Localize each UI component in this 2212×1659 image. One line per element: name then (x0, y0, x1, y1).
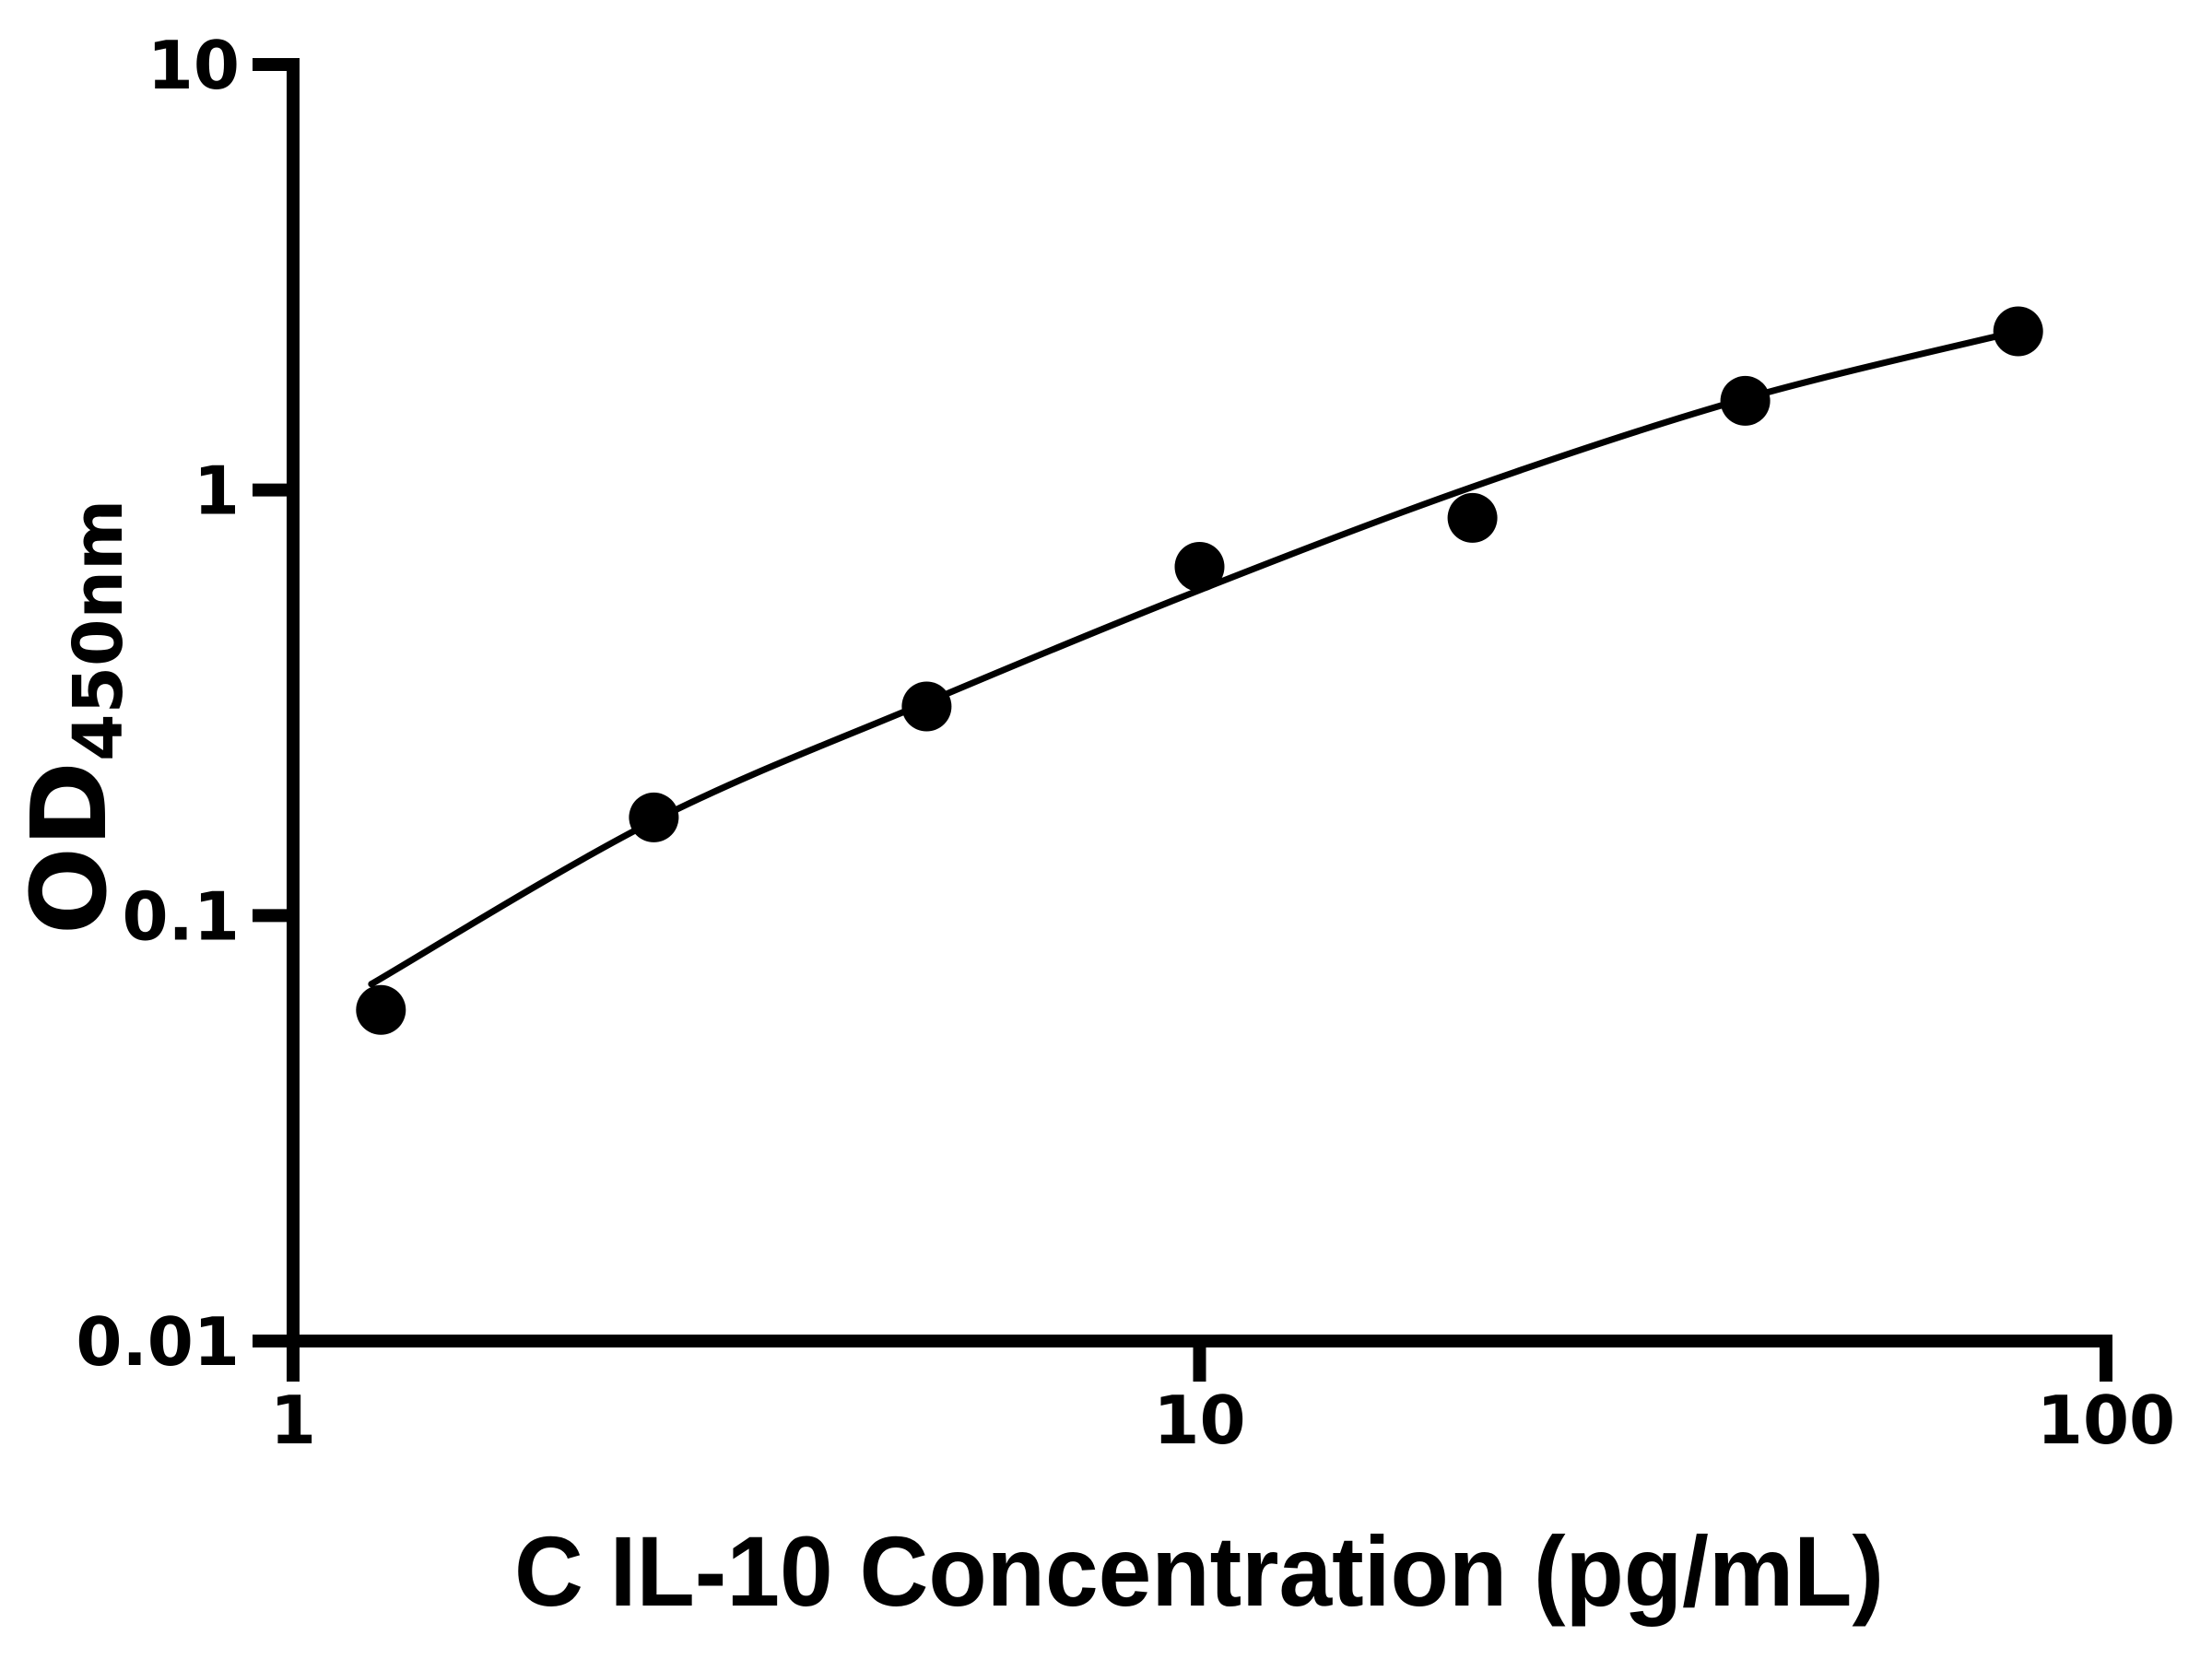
y-axis-title-subscript: 450nm (59, 500, 138, 761)
y-tick-label: 10 (147, 27, 240, 104)
data-point (901, 681, 952, 732)
y-tick-label: 0.01 (76, 1303, 240, 1381)
y-tick-label: 0.1 (122, 877, 240, 955)
y-axis-title-main: OD (10, 761, 130, 935)
plot-layer: 0.01 0.1 1 10 1 10 100 (76, 27, 2175, 1459)
data-point (1993, 306, 2043, 357)
y-tick-label: 1 (194, 453, 240, 530)
data-point (629, 792, 679, 842)
x-tick-label: 100 (2037, 1382, 2175, 1459)
y-axis-title: OD450nm (10, 500, 138, 935)
standard-curve-line (368, 327, 2022, 988)
data-point (1447, 492, 1498, 543)
data-point (356, 984, 406, 1035)
data-point (1720, 375, 1771, 426)
x-tick-label: 10 (1153, 1382, 1245, 1459)
data-point (1174, 542, 1225, 592)
x-axis-title: C IL-10 Concentration (pg/mL) (514, 1516, 1884, 1627)
x-tick-label: 1 (270, 1382, 316, 1459)
